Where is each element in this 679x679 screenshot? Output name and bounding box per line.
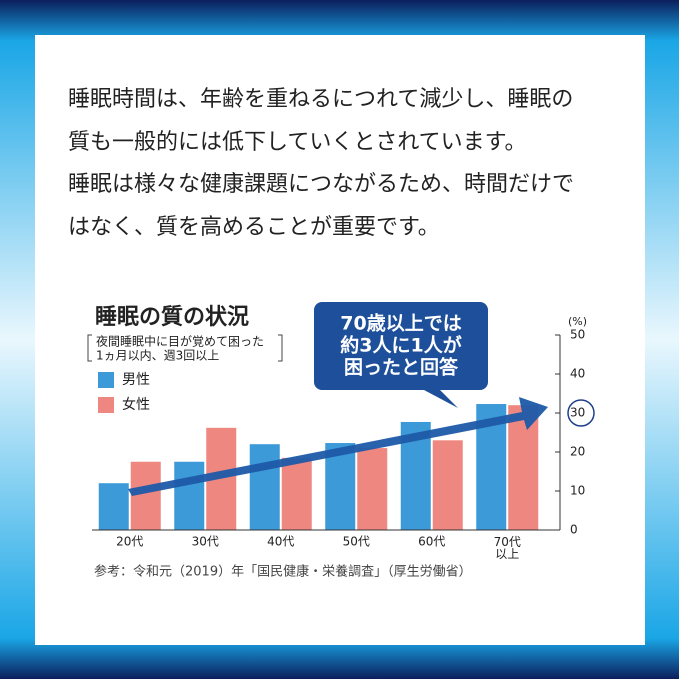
bracket — [87, 334, 283, 362]
bar — [357, 448, 388, 530]
y-unit: (%) — [568, 315, 587, 328]
paragraph-line: 睡眠時間は、年齢を重ねるにつれて減少し、睡眠の — [68, 87, 573, 112]
paragraph-line: はなく、質を高めることが重要です。 — [68, 215, 440, 240]
bar — [174, 461, 205, 530]
x-tick-label: 30代 — [192, 535, 219, 549]
y-tick-label: 50 — [570, 328, 585, 342]
paragraph-line: 質も一般的には低下していくとされています。 — [68, 130, 526, 155]
bar — [130, 461, 161, 530]
bar — [281, 457, 312, 530]
tick-highlight — [567, 399, 595, 427]
callout-text: 約3人に1人が — [340, 334, 461, 357]
callout — [314, 302, 488, 408]
y-tick-label: 40 — [570, 367, 585, 381]
y-tick-label: 10 — [570, 484, 585, 498]
x-tick-label: 50代 — [343, 535, 370, 549]
callout-text: 70歳以上では — [340, 313, 461, 335]
x-tick-label: 60代 — [418, 535, 445, 549]
bar — [508, 405, 539, 530]
x-tick-label: 20代 — [116, 535, 143, 549]
y-tick-label: 30 — [570, 406, 585, 420]
chart-title: 睡眠の質の状況 — [95, 305, 249, 330]
legend-swatch — [98, 397, 114, 413]
x-tick-label: 40代 — [267, 535, 294, 549]
legend-label: 女性 — [122, 396, 150, 413]
x-tick-label: 70代以上 — [494, 535, 521, 561]
trend-arrow — [128, 397, 548, 496]
paragraph-line: 睡眠は様々な健康課題につながるため、時間だけで — [68, 172, 574, 197]
legend-swatch — [98, 372, 114, 388]
subtitle: 1ヵ月以内、週3回以上 — [96, 349, 219, 363]
callout-text: 困ったと回答 — [344, 356, 459, 379]
subtitle: 夜間睡眠中に目が覚めて困った — [96, 334, 264, 349]
y-tick-label: 0 — [570, 523, 578, 537]
y-tick-label: 20 — [570, 445, 585, 459]
bar — [249, 444, 280, 530]
source: 参考：令和元（2019）年「国民健康・栄養調査」（厚生労働省） — [94, 564, 472, 580]
bar — [432, 440, 463, 530]
bar — [98, 483, 129, 530]
legend-label: 男性 — [122, 372, 150, 388]
